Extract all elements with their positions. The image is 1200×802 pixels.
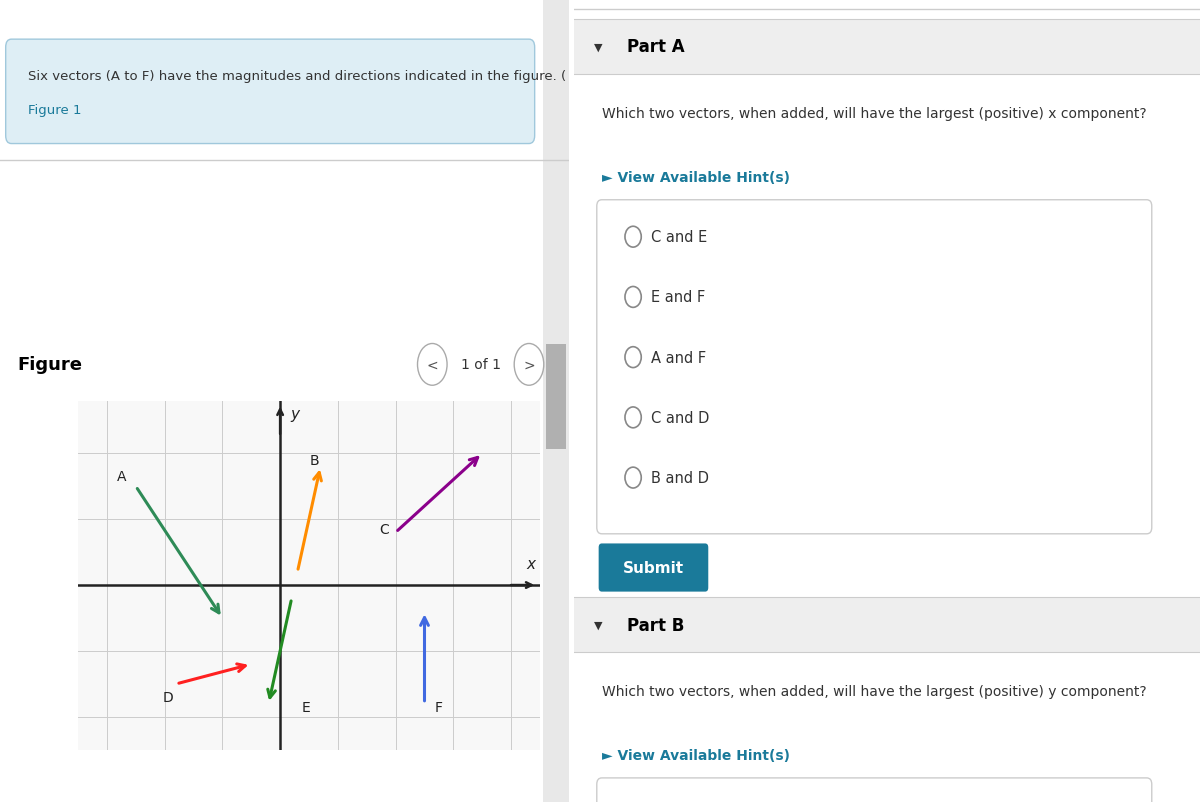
Circle shape bbox=[625, 287, 641, 308]
Circle shape bbox=[625, 407, 641, 428]
Text: Six vectors (A to F) have the magnitudes and directions indicated in the figure.: Six vectors (A to F) have the magnitudes… bbox=[29, 70, 566, 83]
Text: A: A bbox=[116, 470, 126, 484]
Text: B and D: B and D bbox=[650, 471, 709, 485]
Text: Part A: Part A bbox=[626, 38, 684, 56]
FancyBboxPatch shape bbox=[599, 544, 708, 592]
Circle shape bbox=[418, 344, 448, 386]
Text: Figure: Figure bbox=[17, 356, 82, 374]
Text: Part B: Part B bbox=[626, 616, 684, 634]
Text: 1 of 1: 1 of 1 bbox=[461, 358, 500, 372]
Text: ▼: ▼ bbox=[594, 43, 602, 52]
FancyBboxPatch shape bbox=[596, 778, 1152, 802]
Bar bbox=[546, 345, 566, 449]
Circle shape bbox=[514, 344, 544, 386]
Text: ► View Available Hint(s): ► View Available Hint(s) bbox=[601, 748, 790, 762]
Text: Figure 1: Figure 1 bbox=[29, 104, 82, 117]
Circle shape bbox=[625, 468, 641, 488]
Text: C: C bbox=[379, 522, 389, 537]
Text: B: B bbox=[310, 453, 319, 468]
Text: Which two vectors, when added, will have the largest (positive) y component?: Which two vectors, when added, will have… bbox=[601, 684, 1146, 698]
Text: A and F: A and F bbox=[650, 350, 706, 365]
Text: ► View Available Hint(s): ► View Available Hint(s) bbox=[601, 171, 790, 184]
Text: y: y bbox=[290, 407, 300, 421]
Circle shape bbox=[625, 227, 641, 248]
Text: x: x bbox=[527, 556, 535, 571]
Text: <: < bbox=[426, 358, 438, 372]
Text: E: E bbox=[301, 700, 311, 714]
Bar bbox=[574, 20, 1200, 75]
Text: Submit: Submit bbox=[623, 561, 684, 575]
Text: C and D: C and D bbox=[650, 411, 709, 425]
Text: E and F: E and F bbox=[650, 290, 704, 305]
FancyBboxPatch shape bbox=[596, 200, 1152, 534]
Bar bbox=[574, 597, 1200, 652]
Circle shape bbox=[625, 347, 641, 368]
Text: ▼: ▼ bbox=[594, 620, 602, 630]
FancyBboxPatch shape bbox=[6, 40, 535, 144]
Text: F: F bbox=[434, 700, 443, 714]
Text: Which two vectors, when added, will have the largest (positive) x component?: Which two vectors, when added, will have… bbox=[601, 107, 1146, 120]
Text: D: D bbox=[162, 691, 173, 704]
Bar bbox=[544, 0, 569, 802]
Text: >: > bbox=[523, 358, 535, 372]
Text: C and E: C and E bbox=[650, 230, 707, 245]
